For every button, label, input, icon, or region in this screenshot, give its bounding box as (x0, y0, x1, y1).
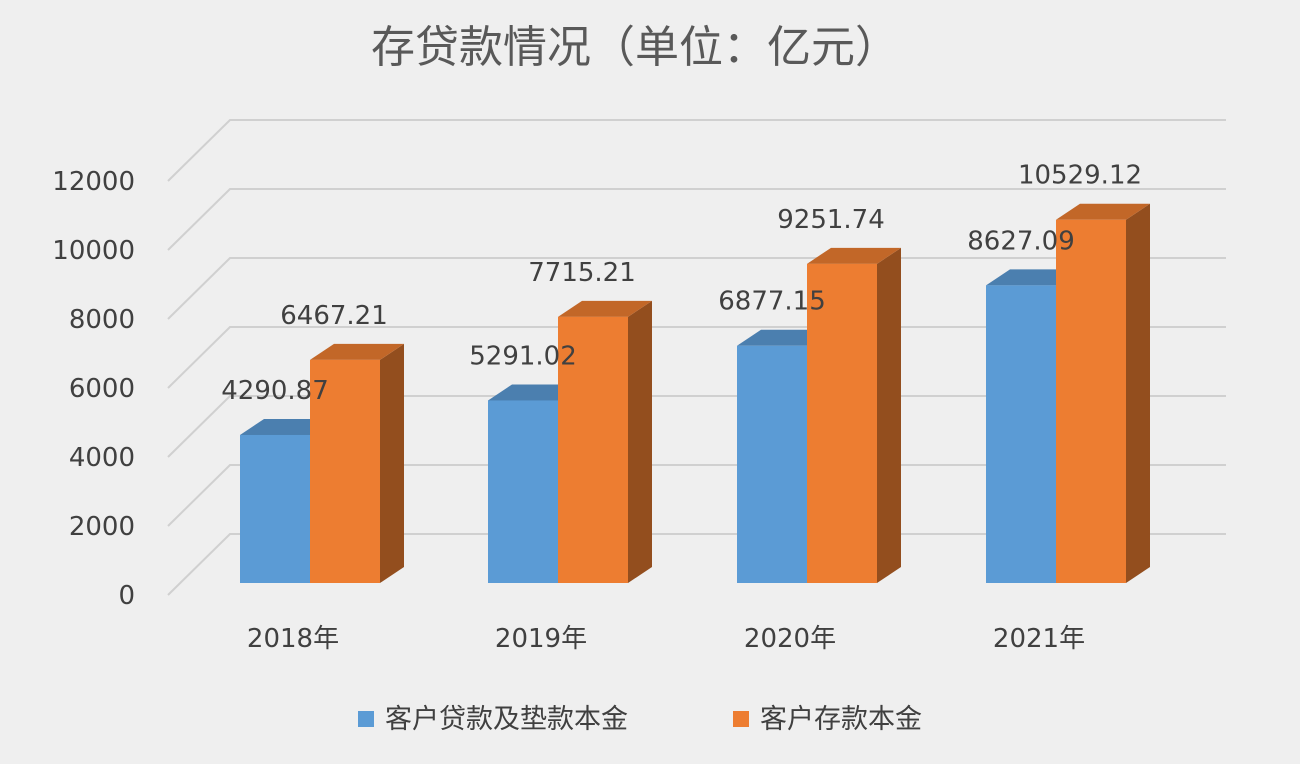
bar (558, 316, 628, 583)
y-tick-label: 10000 (52, 236, 135, 266)
gridline (167, 119, 1226, 182)
data-label: 6877.15 (718, 287, 826, 317)
data-label: 8627.09 (967, 226, 1075, 256)
y-tick-label: 2000 (69, 512, 135, 542)
data-label: 9251.74 (777, 205, 885, 235)
bar (807, 263, 877, 583)
x-category-label: 2021年 (993, 624, 1085, 654)
bar-top-face (310, 343, 404, 360)
legend-label: 客户贷款及垫款本金 (385, 704, 628, 735)
data-label: 4290.87 (221, 376, 329, 406)
data-label: 6467.21 (280, 301, 388, 331)
gridlines (167, 119, 1226, 596)
bar-top-face (807, 247, 901, 264)
bar (310, 359, 380, 583)
y-tick-label: 4000 (69, 443, 135, 473)
gridline (167, 188, 1226, 251)
bar-side-face (1126, 203, 1150, 583)
x-category-label: 2020年 (744, 624, 836, 654)
bar (488, 400, 558, 583)
bar-side-face (877, 247, 901, 583)
bar (240, 434, 310, 583)
y-tick-label: 0 (118, 581, 135, 611)
data-labels: 4290.87 6467.21 5291.02 7715.21 6877.15 9251.… (221, 161, 1142, 406)
x-category-label: 2019年 (495, 624, 587, 654)
x-category-label: 2018年 (247, 624, 339, 654)
data-label: 7715.21 (528, 258, 636, 288)
chart-title: 存贷款情况（单位：亿元） (371, 22, 899, 73)
legend-swatch (358, 711, 374, 727)
y-tick-label: 6000 (69, 374, 135, 404)
bar-side-face (628, 300, 652, 583)
data-label: 10529.12 (1018, 161, 1142, 191)
legend: 客户贷款及垫款本金 客户存款本金 (358, 704, 922, 735)
bars (240, 203, 1150, 583)
y-tick-label: 12000 (52, 167, 135, 197)
bar (986, 285, 1056, 583)
bar (1056, 219, 1126, 583)
legend-label: 客户存款本金 (760, 704, 922, 735)
bar (737, 345, 807, 583)
bar-top-face (558, 300, 652, 317)
x-axis-categories: 2018年 2019年 2020年 2021年 (247, 624, 1085, 654)
y-tick-label: 8000 (69, 305, 135, 335)
legend-swatch (733, 711, 749, 727)
bar-top-face (1056, 203, 1150, 220)
y-axis-ticks: 0 2000 4000 6000 8000 10000 12000 (52, 167, 135, 611)
bar-side-face (380, 343, 404, 583)
data-label: 5291.02 (469, 341, 577, 371)
